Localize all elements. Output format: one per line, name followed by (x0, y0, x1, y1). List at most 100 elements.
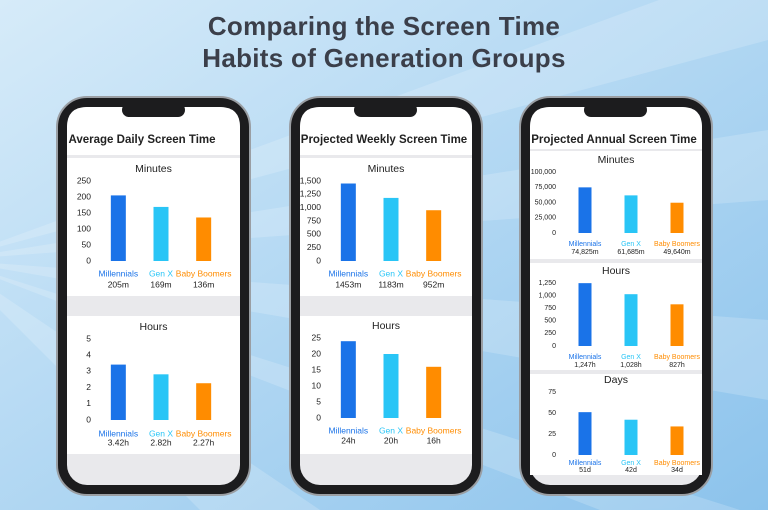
bar (670, 202, 684, 233)
category-label: Millennials (328, 268, 368, 278)
chart-title: Hours (372, 320, 400, 332)
category-label: Millennials (328, 425, 368, 435)
bar (670, 426, 684, 455)
y-tick-label: 0 (552, 452, 556, 459)
y-tick-label: 0 (316, 255, 321, 265)
category-label: Millennials (569, 354, 602, 361)
page-title: Comparing the Screen Time Habits of Gene… (202, 11, 566, 73)
phone-heading: Average Daily Screen Time (68, 134, 215, 146)
value-label: 1,028h (620, 362, 642, 369)
chart-title: Hours (602, 265, 630, 277)
y-tick-label: 0 (316, 412, 321, 422)
y-tick-label: 5 (316, 396, 321, 406)
y-tick-label: 1,250 (300, 189, 322, 199)
y-tick-label: 750 (544, 305, 556, 312)
y-tick-label: 75 (548, 389, 556, 396)
category-label: Baby Boomers (406, 425, 462, 435)
category-label: Baby Boomers (176, 268, 232, 278)
chart-title: Minutes (598, 154, 635, 166)
value-label: 74,825m (571, 249, 598, 256)
bar (153, 374, 169, 420)
value-label: 136m (193, 279, 214, 289)
value-label: 24h (341, 435, 355, 445)
value-label: 169m (150, 279, 171, 289)
y-tick-label: 20 (312, 348, 322, 358)
bar (578, 283, 592, 346)
y-tick-label: 100,000 (531, 169, 556, 176)
bar (383, 354, 399, 418)
phone-heading: Projected Weekly Screen Time (301, 134, 467, 146)
y-tick-label: 50 (548, 410, 556, 417)
value-label: 1453m (335, 279, 361, 289)
y-tick-label: 4 (86, 349, 91, 359)
y-tick-label: 25 (548, 431, 556, 438)
bar (578, 412, 592, 455)
category-label: Millennials (98, 268, 138, 278)
y-tick-label: 500 (544, 318, 556, 325)
category-label: Gen X (149, 268, 173, 278)
bar (426, 366, 442, 418)
value-label: 61,685m (617, 249, 644, 256)
y-tick-label: 1 (86, 398, 91, 408)
y-tick-label: 200 (77, 191, 91, 201)
value-label: 51d (579, 467, 591, 474)
bar (578, 187, 592, 233)
y-tick-label: 5 (86, 333, 91, 343)
phone-heading: Projected Annual Screen Time (531, 134, 697, 146)
y-tick-label: 250 (544, 330, 556, 337)
y-tick-label: 0 (552, 343, 556, 350)
category-label: Millennials (98, 428, 138, 438)
bar (426, 210, 442, 261)
bar (624, 195, 638, 233)
y-tick-label: 150 (77, 207, 91, 217)
y-tick-label: 2 (86, 382, 91, 392)
y-tick-label: 0 (86, 255, 91, 265)
bar (624, 419, 638, 455)
y-tick-label: 25,000 (535, 215, 557, 222)
bar (110, 195, 126, 261)
category-label: Gen X (621, 354, 641, 361)
category-label: Millennials (569, 241, 602, 248)
value-label: 3.42h (108, 437, 130, 447)
y-tick-label: 50,000 (535, 199, 557, 206)
value-label: 42d (625, 467, 637, 474)
category-label: Gen X (149, 428, 173, 438)
chart-title: Minutes (135, 163, 172, 175)
y-tick-label: 750 (307, 215, 321, 225)
y-tick-label: 10 (312, 380, 322, 390)
y-tick-label: 0 (86, 414, 91, 424)
category-label: Baby Boomers (654, 241, 700, 248)
category-label: Baby Boomers (406, 268, 462, 278)
value-label: 1183m (378, 279, 403, 289)
y-tick-label: 1,250 (538, 280, 556, 287)
chart-title: Days (604, 374, 628, 386)
y-tick-label: 3 (86, 366, 91, 376)
y-tick-label: 1,000 (538, 292, 556, 299)
y-tick-label: 100 (77, 223, 91, 233)
category-label: Baby Boomers (654, 354, 700, 361)
bar (340, 183, 356, 261)
y-tick-label: 0 (552, 230, 556, 237)
bar (196, 217, 212, 261)
category-label: Gen X (379, 425, 403, 435)
y-tick-label: 15 (312, 364, 322, 374)
bar (383, 197, 399, 261)
chart-title: Minutes (368, 163, 405, 175)
category-label: Millennials (569, 460, 602, 467)
chart-title: Hours (139, 321, 167, 333)
bar (340, 341, 356, 418)
y-tick-label: 1,000 (300, 202, 322, 212)
category-label: Gen X (621, 241, 641, 248)
value-label: 1,247h (574, 362, 596, 369)
category-label: Gen X (379, 268, 403, 278)
y-tick-label: 75,000 (535, 184, 557, 191)
value-label: 205m (108, 279, 129, 289)
category-label: Baby Boomers (654, 460, 700, 467)
chart-panel (530, 374, 702, 475)
value-label: 952m (423, 279, 444, 289)
bar (110, 364, 126, 420)
category-label: Baby Boomers (176, 428, 232, 438)
value-label: 2.82h (150, 437, 172, 447)
